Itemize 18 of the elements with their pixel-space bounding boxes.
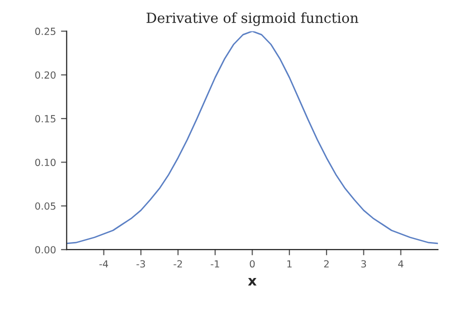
y-tick-label: 0.15 [35,115,56,122]
line-series [66,31,438,244]
x-tick-label: -2 [174,260,182,268]
y-tick-label: 0.10 [35,158,56,166]
x-tick-label: -4 [99,260,108,268]
x-axis-title: x [248,278,257,286]
y-tick-label: 0.00 [35,246,56,254]
x-tick-label: -1 [210,260,220,268]
x-tick-label: 4 [398,260,404,268]
x-tick-label: 3 [361,260,366,268]
x-tick-label: 1 [287,260,292,268]
x-tick-label: -3 [136,260,145,268]
y-tick-label: 0.05 [35,202,56,210]
y-tick-label: 0.20 [35,71,56,79]
y-tick-label: 0.25 [35,28,56,36]
x-tick-label: 2 [324,260,329,268]
x-tick-label: 0 [250,260,255,268]
chart-title: Derivative of sigmoid function [146,12,358,26]
